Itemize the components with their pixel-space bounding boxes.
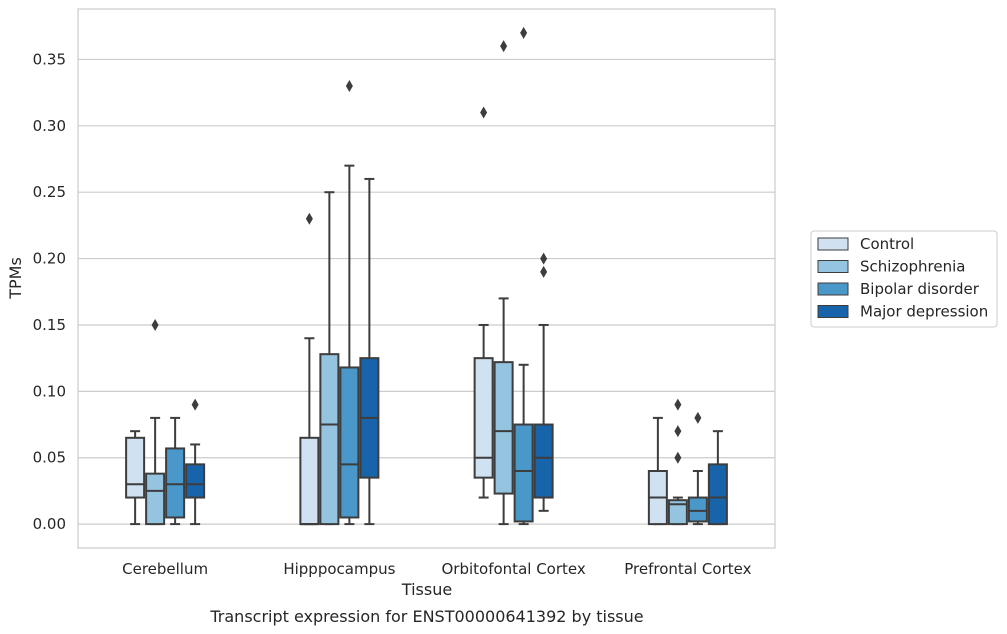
- legend-label: Schizophrenia: [860, 258, 965, 276]
- box-body: [533, 423, 554, 499]
- y-tick-label: 0.25: [33, 183, 66, 201]
- box-body: [513, 423, 534, 523]
- outlier-point: [500, 40, 508, 53]
- outlier-point: [540, 252, 548, 265]
- outlier-point: [674, 398, 682, 411]
- box-1-2: [493, 40, 514, 526]
- y-tick-label: 0.35: [33, 50, 66, 68]
- box-body: [185, 463, 206, 499]
- legend-frame: [810, 230, 998, 328]
- box-body: [667, 499, 688, 526]
- box-body: [165, 447, 186, 519]
- legend-swatch: [817, 237, 849, 251]
- box-1-3: [667, 398, 688, 526]
- outlier-point: [540, 265, 548, 278]
- y-tick-label: 0.10: [33, 382, 66, 400]
- box-series: [125, 26, 728, 526]
- legend-swatch: [817, 282, 849, 296]
- box-body: [473, 357, 494, 479]
- x-tick-labels: Cerebellum Hipppocampus Orbitofontal Corte…: [122, 560, 751, 578]
- y-tick-label: 0.30: [33, 117, 66, 135]
- y-axis-title: TPMs: [6, 257, 25, 300]
- box-3-0: [185, 398, 206, 526]
- legend-swatch: [817, 260, 849, 273]
- box-body: [707, 463, 728, 526]
- box-body: [319, 353, 340, 526]
- y-tick-label: 0.05: [33, 449, 66, 467]
- outlier-point: [151, 318, 159, 331]
- outlier-point: [480, 106, 488, 119]
- outlier-point: [345, 80, 353, 92]
- legend: Control Schizophrenia Bipolar disorder Majo…: [810, 230, 998, 328]
- x-tick-label: Prefrontal Cortex: [624, 560, 751, 578]
- box-body: [687, 496, 708, 523]
- box-1-0: [145, 318, 166, 526]
- y-tick-label: 0.00: [33, 515, 66, 533]
- box-3-2: [533, 252, 554, 512]
- x-tick-label: Cerebellum: [122, 560, 208, 578]
- box-1-1: [319, 191, 340, 526]
- outlier-point: [694, 411, 702, 424]
- y-tick-labels: 0.00 0.05 0.10 0.15 0.20 0.25 0.30 0.35: [33, 50, 66, 533]
- chart-caption: Transcript expression for ENST0000064139…: [209, 607, 643, 626]
- outlier-point: [191, 398, 199, 411]
- box-body: [339, 366, 360, 519]
- legend-swatch: [817, 305, 849, 318]
- box-body: [125, 436, 146, 499]
- outlier-point: [674, 451, 682, 464]
- box-0-0: [125, 430, 146, 526]
- x-axis-title: Tissue: [401, 580, 452, 599]
- y-tick-label: 0.15: [33, 316, 66, 334]
- box-2-1: [339, 80, 360, 526]
- box-3-3: [707, 430, 728, 526]
- outlier-point: [674, 425, 682, 438]
- outlier-point: [305, 212, 313, 225]
- box-0-2: [473, 106, 494, 499]
- x-tick-label: Hipppocampus: [283, 560, 395, 578]
- outlier-point: [520, 26, 528, 39]
- x-tick-label: Orbitofontal Cortex: [442, 560, 586, 578]
- box-2-0: [165, 416, 186, 526]
- box-0-1: [299, 212, 320, 526]
- box-body: [493, 361, 514, 495]
- box-2-3: [687, 411, 708, 526]
- legend-label: Major depression: [860, 303, 988, 321]
- box-0-3: [647, 416, 668, 526]
- box-body: [145, 472, 166, 526]
- y-tick-label: 0.20: [33, 250, 66, 268]
- box-3-1: [359, 177, 380, 526]
- legend-label: Bipolar disorder: [860, 280, 980, 298]
- box-body: [299, 436, 320, 526]
- plot-frame: [77, 8, 776, 549]
- box-2-2: [513, 26, 534, 526]
- legend-label: Control: [860, 235, 914, 253]
